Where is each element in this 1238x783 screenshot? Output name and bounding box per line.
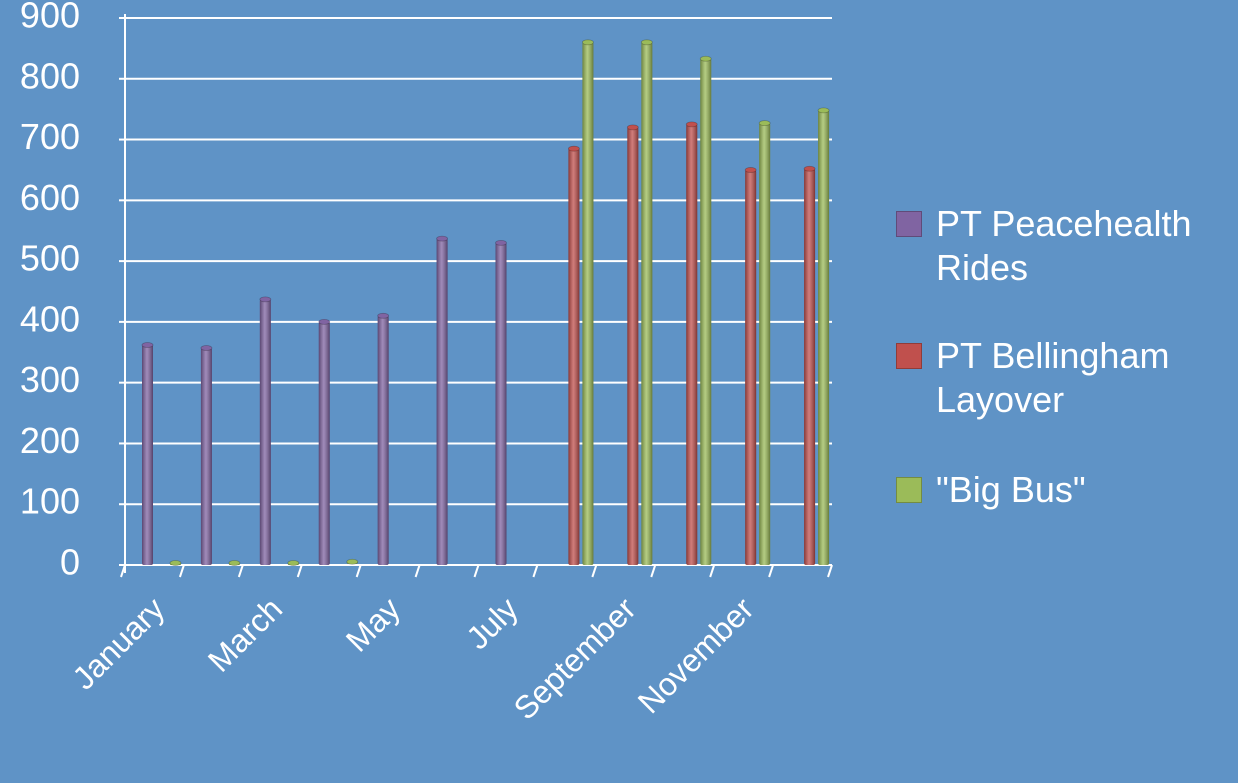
x-tick-label: November bbox=[631, 590, 761, 720]
x-tick-mark bbox=[296, 564, 303, 578]
y-tick-label: 0 bbox=[60, 542, 80, 583]
bar bbox=[377, 312, 390, 565]
x-tick-mark bbox=[650, 564, 657, 578]
legend-label: "Big Bus" bbox=[936, 469, 1086, 510]
bar bbox=[346, 558, 359, 565]
x-tick-label: July bbox=[459, 590, 525, 656]
bar bbox=[744, 167, 757, 565]
bar bbox=[436, 235, 448, 565]
x-tick-mark bbox=[709, 564, 716, 578]
x-tick-mark bbox=[237, 564, 244, 578]
x-tick-mark bbox=[178, 564, 185, 578]
y-tick-label: 400 bbox=[20, 298, 80, 339]
x-tick-mark bbox=[473, 564, 480, 578]
bar bbox=[626, 124, 639, 566]
bar bbox=[318, 318, 331, 565]
bar bbox=[758, 120, 771, 565]
bar bbox=[568, 145, 580, 565]
legend-swatch bbox=[896, 211, 922, 237]
bar bbox=[495, 239, 507, 565]
bar bbox=[287, 560, 300, 566]
legend-item: PT Peacehealth Rides bbox=[896, 202, 1226, 290]
y-tick-label: 900 bbox=[20, 0, 80, 36]
bar bbox=[817, 107, 830, 565]
legend-label: PT Peacehealth Rides bbox=[936, 203, 1192, 288]
bar bbox=[699, 55, 712, 566]
x-tick-mark bbox=[532, 564, 539, 578]
y-tick-label: 300 bbox=[20, 359, 80, 400]
x-tick-label: March bbox=[201, 590, 289, 678]
y-tick-label: 500 bbox=[20, 238, 80, 279]
bar bbox=[169, 560, 182, 566]
bar bbox=[803, 165, 816, 565]
x-tick-mark bbox=[355, 564, 362, 578]
bar bbox=[685, 121, 698, 565]
bar bbox=[228, 560, 241, 566]
x-tick-mark bbox=[591, 564, 598, 578]
bar bbox=[259, 296, 272, 565]
bar bbox=[640, 39, 653, 566]
legend-swatch bbox=[896, 343, 922, 369]
x-tick-mark bbox=[120, 564, 126, 578]
legend-swatch bbox=[896, 477, 922, 503]
x-tick-mark bbox=[827, 564, 833, 578]
legend-label: PT Bellingham Layover bbox=[936, 335, 1170, 420]
x-tick-label: January bbox=[65, 590, 171, 696]
y-tick-label: 200 bbox=[20, 420, 80, 461]
legend-item: "Big Bus" bbox=[896, 468, 1226, 512]
y-tick-label: 800 bbox=[20, 55, 80, 96]
x-tick-mark bbox=[414, 564, 421, 578]
y-tick-label: 600 bbox=[20, 177, 80, 218]
legend-item: PT Bellingham Layover bbox=[896, 334, 1226, 422]
bar bbox=[141, 342, 154, 565]
x-tick-mark bbox=[768, 564, 775, 578]
bar bbox=[200, 345, 213, 565]
x-tick-label: May bbox=[339, 590, 407, 658]
y-tick-label: 700 bbox=[20, 116, 80, 157]
bar bbox=[582, 39, 594, 566]
x-tick-label: September bbox=[507, 590, 643, 726]
y-tick-label: 100 bbox=[20, 481, 80, 522]
